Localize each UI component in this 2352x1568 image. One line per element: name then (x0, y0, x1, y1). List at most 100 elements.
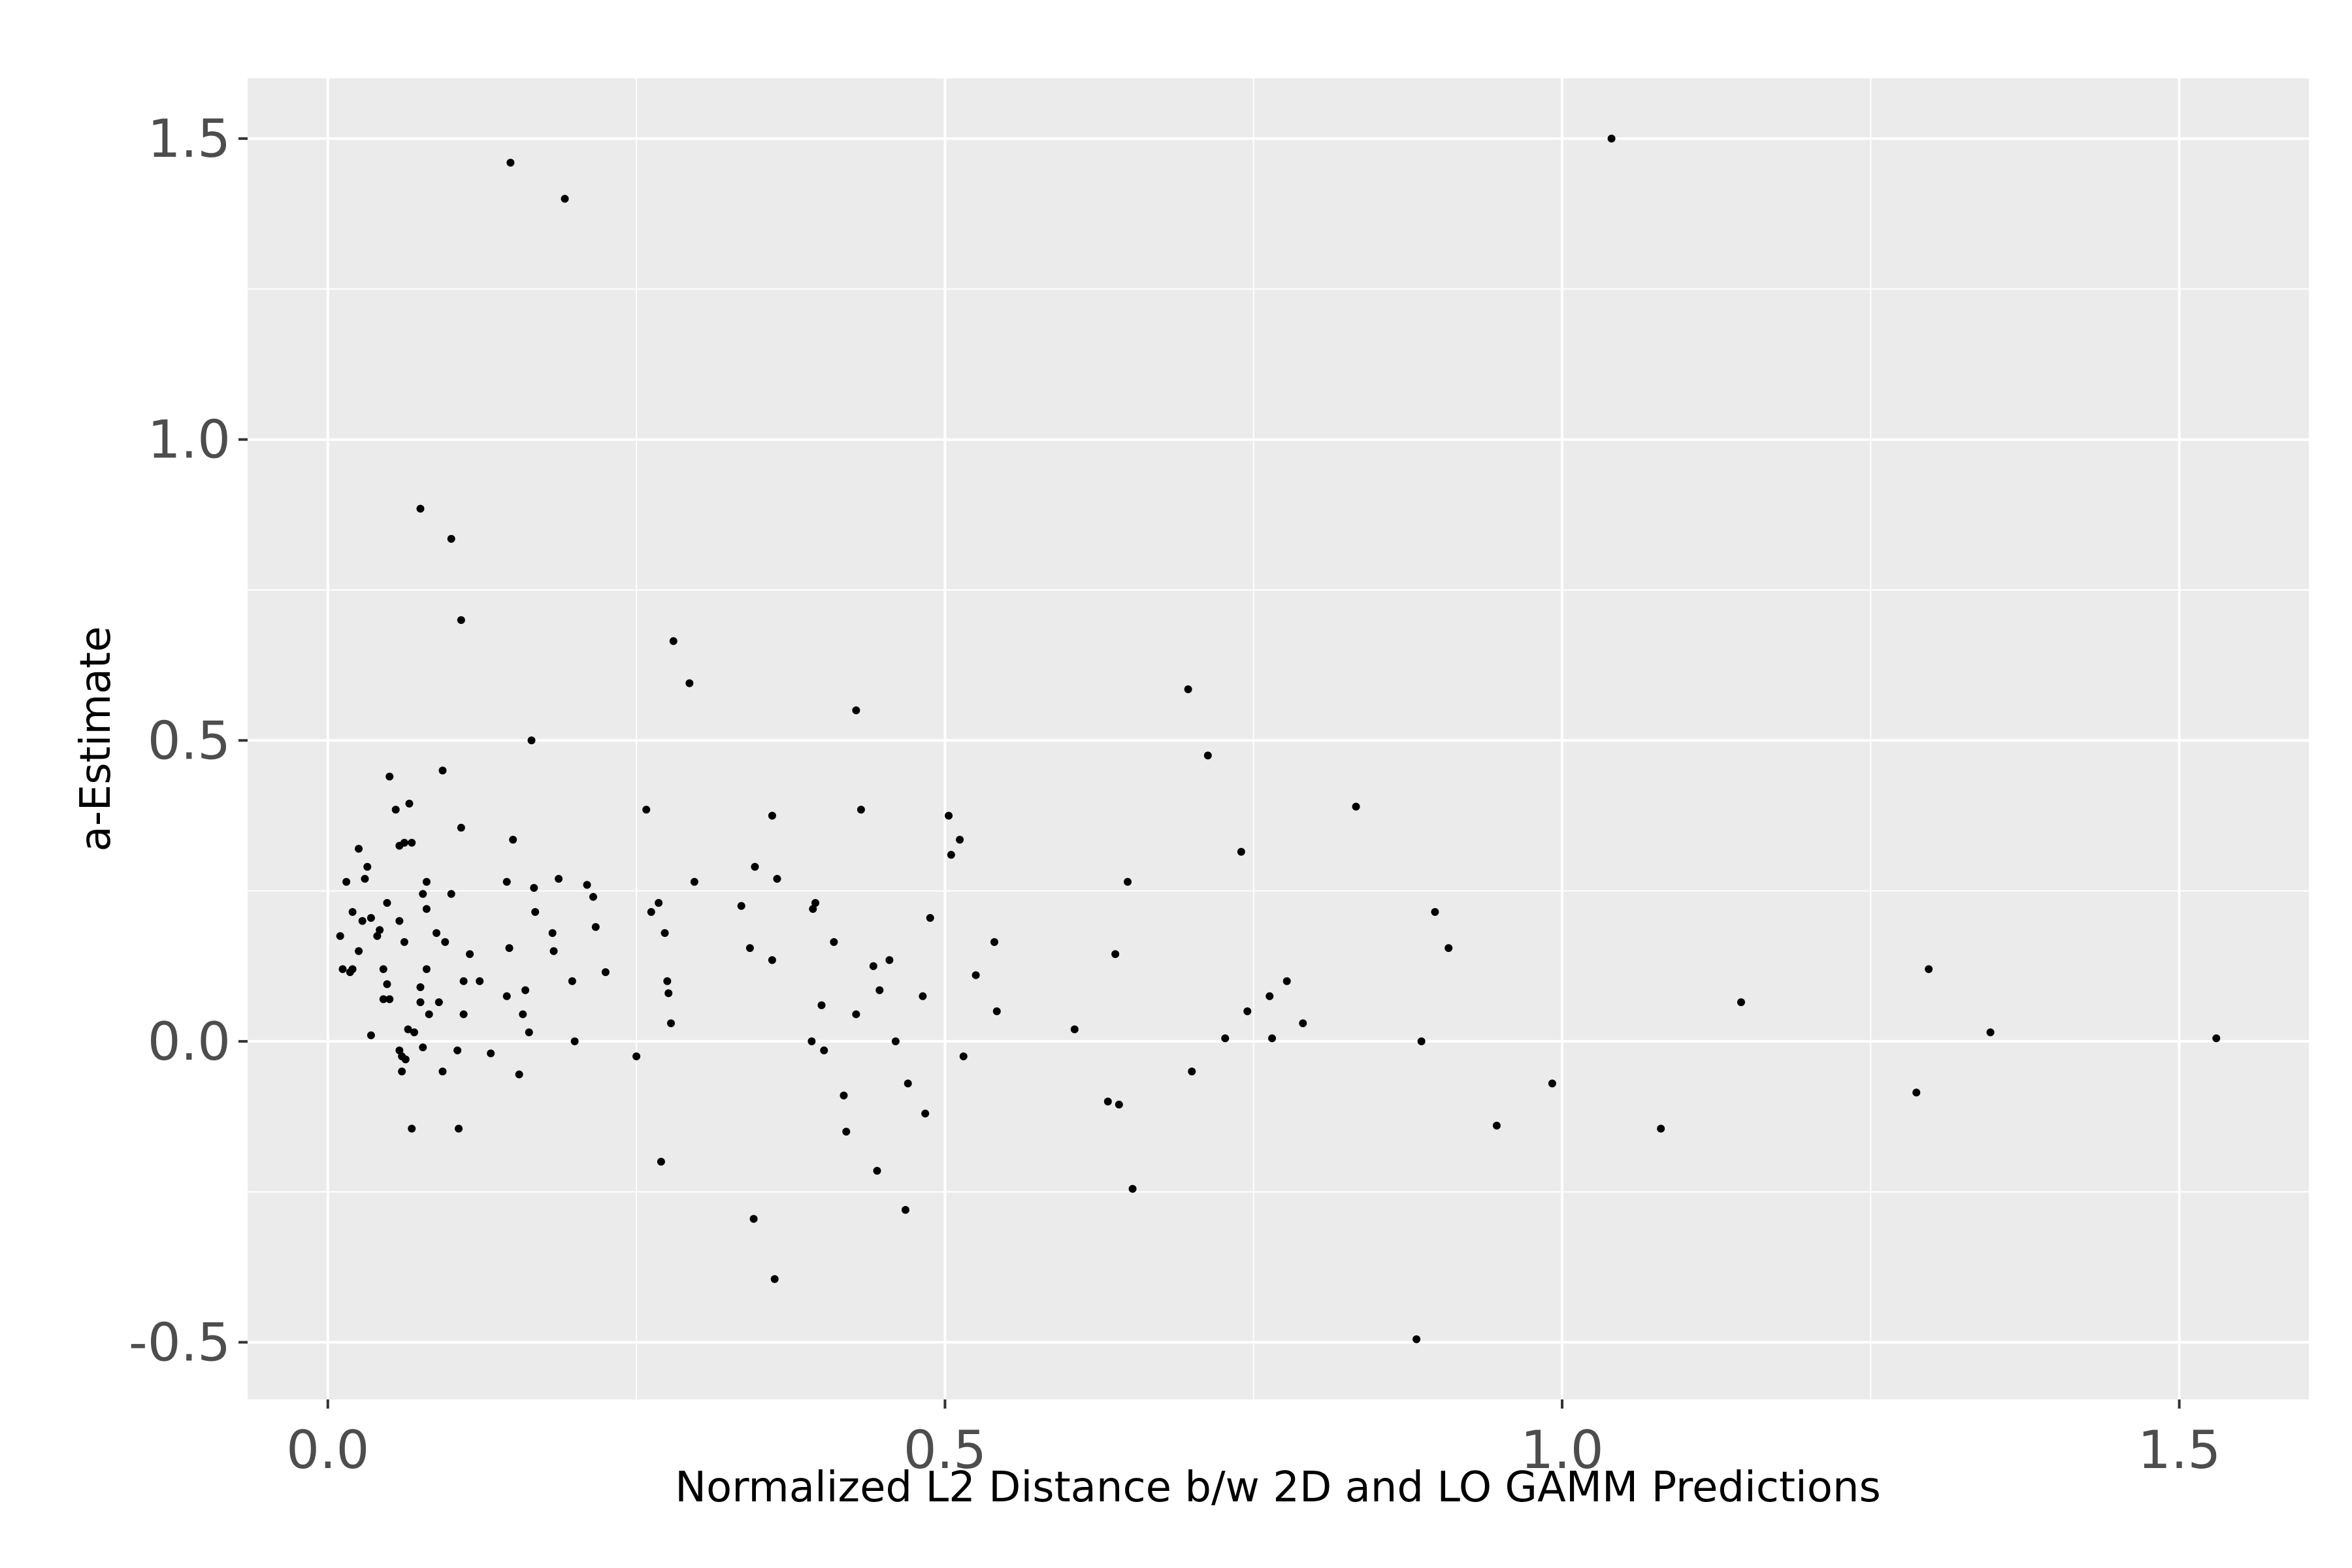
data-point (395, 917, 404, 925)
data-point (438, 1067, 447, 1075)
data-point (410, 1028, 419, 1037)
y-tick-label: 1.0 (148, 410, 231, 470)
data-point (655, 899, 663, 907)
data-point (992, 1007, 1001, 1015)
data-point (820, 1046, 828, 1054)
data-point (751, 862, 759, 871)
data-point (690, 877, 698, 886)
grid-minor (248, 78, 2309, 1399)
data-point (830, 938, 838, 946)
data-point (1070, 1025, 1079, 1034)
y-tick-label: 0.0 (148, 1011, 231, 1072)
data-point (956, 836, 964, 844)
data-point (875, 986, 884, 994)
data-point (1243, 1007, 1252, 1015)
data-point (1607, 135, 1616, 143)
data-point (904, 1079, 912, 1088)
data-point (419, 890, 427, 898)
data-point (455, 1124, 463, 1133)
data-point (945, 811, 953, 820)
y-tick-label: 1.5 (148, 108, 231, 169)
data-points (336, 135, 2221, 1343)
data-point (808, 1037, 816, 1045)
data-point (515, 1070, 523, 1079)
data-point (434, 998, 443, 1007)
data-point (379, 995, 387, 1004)
data-point (1413, 1335, 1421, 1343)
data-point (591, 923, 600, 931)
data-point (457, 616, 465, 625)
data-point (348, 965, 357, 973)
data-point (395, 1046, 404, 1054)
data-point (1282, 977, 1291, 985)
x-tick-label: 0.0 (286, 1420, 369, 1480)
data-point (373, 932, 382, 940)
data-point (568, 977, 576, 985)
data-point (476, 977, 484, 985)
y-tick-label: -0.5 (129, 1312, 231, 1373)
data-point (509, 836, 517, 844)
data-point (1268, 1034, 1277, 1043)
data-point (647, 907, 655, 916)
x-axis-ticks: 0.0 0.5 1.0 1.5 (286, 1399, 2221, 1480)
data-point (1417, 1037, 1426, 1045)
data-point (745, 944, 754, 953)
data-point (385, 772, 394, 781)
data-point (505, 944, 514, 953)
data-point (521, 986, 530, 994)
data-point (398, 1067, 406, 1075)
data-point (487, 1049, 495, 1058)
data-point (376, 926, 384, 934)
data-point (530, 883, 538, 892)
data-point (663, 977, 672, 985)
data-point (379, 965, 387, 973)
data-point (669, 637, 678, 645)
data-point (749, 1215, 758, 1223)
data-point (1352, 802, 1360, 811)
data-point (408, 1124, 416, 1133)
data-point (433, 929, 441, 938)
data-point (1184, 685, 1192, 694)
data-point (589, 892, 597, 901)
data-point (422, 965, 431, 973)
data-point (959, 1052, 968, 1060)
data-point (348, 907, 357, 916)
x-tick-label: 0.5 (904, 1420, 987, 1480)
data-point (919, 992, 927, 1000)
data-point (1103, 1098, 1112, 1106)
y-tick-label: 0.5 (148, 710, 231, 771)
data-point (926, 914, 934, 923)
data-point (459, 1010, 468, 1019)
data-point (770, 1275, 779, 1283)
data-point (385, 995, 394, 1004)
data-point (438, 766, 447, 775)
data-point (891, 1037, 900, 1045)
data-point (422, 877, 431, 886)
data-point (632, 1052, 641, 1060)
data-point (519, 1010, 527, 1019)
data-point (561, 195, 569, 203)
data-point (419, 1043, 427, 1052)
data-point (525, 1028, 533, 1037)
data-point (1299, 1019, 1307, 1028)
data-point (1237, 847, 1245, 856)
y-axis-ticks: -0.5 0.0 0.5 1.0 1.5 (129, 108, 248, 1373)
data-point (338, 965, 347, 973)
x-axis-title: Normalized L2 Distance b/w 2D and LO GAM… (675, 1463, 1881, 1512)
data-point (363, 862, 372, 871)
data-point (1657, 1124, 1665, 1133)
data-point (601, 968, 610, 976)
data-point (531, 907, 540, 916)
data-point (901, 1205, 909, 1214)
data-point (400, 838, 408, 847)
data-point (921, 1109, 930, 1118)
data-point (441, 938, 449, 946)
data-point (383, 980, 391, 988)
data-point (857, 806, 865, 814)
data-point (840, 1091, 848, 1100)
data-point (1925, 965, 1933, 973)
data-point (1188, 1067, 1196, 1075)
data-point (1986, 1028, 1995, 1037)
data-point (1221, 1034, 1230, 1043)
